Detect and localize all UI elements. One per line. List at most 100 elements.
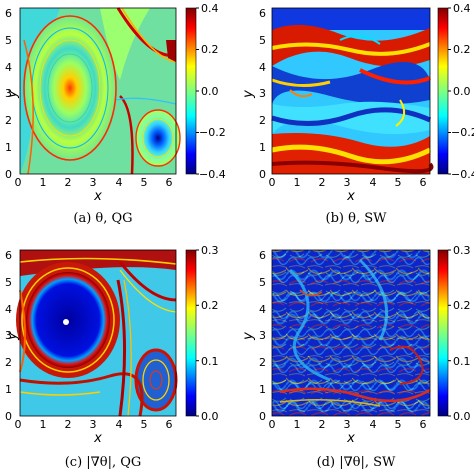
xtick-a-4: 4: [116, 176, 123, 189]
panel-a-axes: 0 1 2 3 4 5 6 0 1 2 3 4 5 6 x y: [5, 7, 173, 204]
caption-d: (d) |∇θ|, SW: [317, 455, 396, 470]
ylabel-c: y: [5, 332, 20, 341]
xtick-c-3: 3: [90, 418, 97, 431]
colorbar-b-tick-3: −0.2: [451, 126, 474, 139]
ytick-b-0: 0: [259, 168, 266, 181]
ytick-c-0: 0: [5, 410, 12, 423]
xtick-a-0: 0: [15, 176, 22, 189]
colorbar-d-tick-0: 0.3: [453, 244, 471, 257]
xtick-c-6: 6: [166, 418, 173, 431]
colorbar-d-tick-3: 0.0: [453, 410, 471, 423]
ytick-c-5: 5: [5, 276, 12, 289]
panel-a: 0.4 0.2 0.0 −0.2 −0.4 0 1 2 3 4 5 6 0 1 …: [5, 2, 226, 226]
xtick-d-4: 4: [370, 418, 377, 431]
ytick-c-1: 1: [5, 383, 12, 396]
xtick-d-2: 2: [319, 418, 326, 431]
xlabel-c: x: [93, 431, 102, 446]
panel-d-axes: 0 1 2 3 4 5 6 0 1 2 3 4 5 6 x y: [241, 249, 427, 446]
ytick-a-5: 5: [5, 34, 12, 47]
xtick-b-2: 2: [319, 176, 326, 189]
xtick-a-3: 3: [90, 176, 97, 189]
ytick-a-6: 6: [5, 7, 12, 20]
xlabel-a: x: [93, 189, 102, 204]
colorbar-d-tick-2: 0.1: [453, 355, 471, 368]
panel-d-heatmap: [272, 250, 431, 416]
xtick-c-5: 5: [141, 418, 148, 431]
xtick-b-3: 3: [344, 176, 351, 189]
ytick-b-2: 2: [259, 114, 266, 127]
ytick-c-4: 4: [5, 303, 12, 316]
xtick-b-6: 6: [420, 176, 427, 189]
colorbar-c-tick-0: 0.3: [201, 244, 219, 257]
xtick-c-1: 1: [40, 418, 47, 431]
panel-b: 0.4 0.2 0.0 −0.2 −0.4 0 1 2 3 4 5 6 0 1 …: [241, 2, 474, 226]
panel-c-heatmap: [16, 250, 178, 417]
xlabel-b: x: [346, 189, 355, 204]
colorbar-c-tick-2: 0.1: [201, 355, 219, 368]
ytick-b-6: 6: [259, 7, 266, 20]
ylabel-d: y: [241, 332, 256, 341]
xtick-a-2: 2: [65, 176, 72, 189]
xtick-d-3: 3: [344, 418, 351, 431]
colorbar-b-tick-0: 0.4: [453, 2, 471, 15]
panel-d-colorbar: 0.3 0.2 0.1 0.0: [437, 244, 471, 423]
panel-b-heatmap: [271, 8, 434, 174]
ytick-c-3: 3: [5, 329, 12, 342]
ytick-a-1: 1: [5, 141, 12, 154]
ytick-b-4: 4: [259, 61, 266, 74]
ytick-d-1: 1: [259, 383, 266, 396]
colorbar-a-tick-3: −0.2: [199, 126, 226, 139]
ytick-b-5: 5: [259, 34, 266, 47]
panel-a-colorbar: 0.4 0.2 0.0 −0.2 −0.4: [185, 2, 226, 181]
xtick-c-4: 4: [116, 418, 123, 431]
panel-c-colorbar: 0.3 0.2 0.1 0.0: [185, 244, 219, 423]
ytick-d-6: 6: [259, 249, 266, 262]
xtick-b-0: 0: [269, 176, 276, 189]
panel-c-axes: 0 1 2 3 4 5 6 0 1 2 3 4 5 6 x y: [5, 249, 173, 446]
xtick-a-6: 6: [166, 176, 173, 189]
panel-b-axes: 0 1 2 3 4 5 6 0 1 2 3 4 5 6 x y: [241, 7, 427, 204]
ytick-d-2: 2: [259, 356, 266, 369]
xtick-b-4: 4: [370, 176, 377, 189]
ylabel-b: y: [241, 90, 256, 99]
colorbar-c-tick-1: 0.2: [201, 299, 219, 312]
xtick-d-0: 0: [269, 418, 276, 431]
colorbar-d-tick-1: 0.2: [453, 299, 471, 312]
ytick-b-1: 1: [259, 141, 266, 154]
ytick-a-3: 3: [5, 87, 12, 100]
ytick-a-0: 0: [5, 168, 12, 181]
ytick-c-6: 6: [5, 249, 12, 262]
panel-a-heatmap: [20, 7, 181, 175]
xtick-d-5: 5: [395, 418, 402, 431]
ytick-d-3: 3: [259, 329, 266, 342]
colorbar-a-tick-1: 0.2: [201, 43, 219, 56]
colorbar-a-tick-2: 0.0: [201, 85, 219, 98]
xtick-a-5: 5: [141, 176, 148, 189]
xtick-d-6: 6: [420, 418, 427, 431]
caption-a: (a) θ, QG: [73, 211, 132, 226]
ytick-c-2: 2: [5, 356, 12, 369]
colorbar-c-tick-3: 0.0: [201, 410, 219, 423]
ytick-a-4: 4: [5, 61, 12, 74]
ytick-b-3: 3: [259, 87, 266, 100]
colorbar-b-tick-1: 0.2: [453, 43, 471, 56]
colorbar-a-tick-4: −0.4: [199, 168, 226, 181]
ytick-d-4: 4: [259, 303, 266, 316]
ylabel-a: y: [5, 90, 20, 99]
ytick-d-0: 0: [259, 410, 266, 423]
ytick-a-2: 2: [5, 114, 12, 127]
xtick-a-1: 1: [40, 176, 47, 189]
xtick-d-1: 1: [294, 418, 301, 431]
ytick-d-5: 5: [259, 276, 266, 289]
panel-c: 0.3 0.2 0.1 0.0 0 1 2 3 4 5 6 0 1 2 3 4 …: [5, 244, 219, 470]
panel-d: 0.3 0.2 0.1 0.0 0 1 2 3 4 5 6 0 1 2 3 4 …: [241, 244, 471, 470]
xlabel-d: x: [346, 431, 355, 446]
panel-b-colorbar: 0.4 0.2 0.0 −0.2 −0.4: [437, 2, 474, 181]
xtick-c-2: 2: [65, 418, 72, 431]
colorbar-b-tick-4: −0.4: [451, 168, 474, 181]
xtick-b-5: 5: [395, 176, 402, 189]
caption-b: (b) θ, SW: [326, 211, 388, 226]
colorbar-a-tick-0: 0.4: [201, 2, 219, 15]
xtick-b-1: 1: [294, 176, 301, 189]
